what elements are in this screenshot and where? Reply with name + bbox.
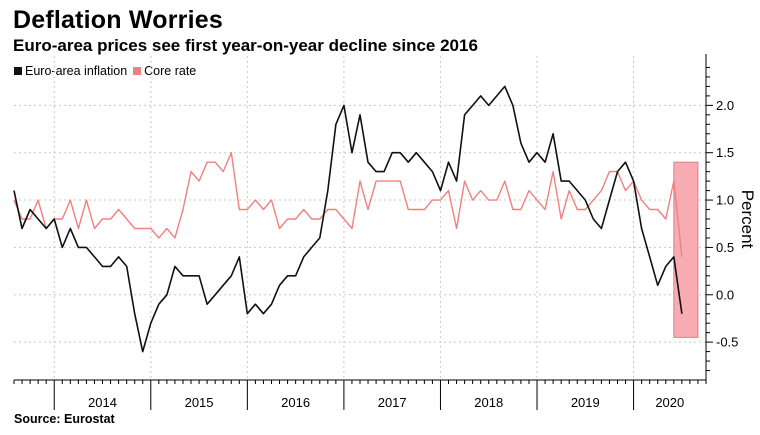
x-year-label: 2017 bbox=[378, 395, 407, 410]
y-tick-label: 0.0 bbox=[716, 287, 734, 302]
legend-swatch-core bbox=[133, 67, 142, 75]
legend-swatch-inflation bbox=[14, 67, 22, 75]
x-year-label: 2015 bbox=[185, 395, 214, 410]
legend: Euro-area inflation Core rate bbox=[14, 64, 202, 78]
series-line-inflation bbox=[13, 85, 683, 353]
chart-title: Deflation Worries bbox=[13, 6, 223, 34]
y-axis-ticks: -0.5 0.0 0.5 1.0 1.5 2.0 bbox=[706, 66, 738, 372]
legend-label-inflation: Euro-area inflation bbox=[25, 64, 128, 78]
x-year-label: 2018 bbox=[474, 395, 503, 410]
chart-subtitle: Euro-area prices see first year-on-year … bbox=[13, 36, 478, 55]
series-lines bbox=[13, 85, 683, 353]
y-axis-title: Percent bbox=[738, 190, 757, 249]
x-year-label: 2019 bbox=[571, 395, 600, 410]
y-tick-label: 1.5 bbox=[716, 145, 734, 160]
legend-label-core: Core rate bbox=[144, 64, 197, 78]
gridlines bbox=[14, 56, 706, 380]
x-year-label: 2014 bbox=[88, 395, 117, 410]
axes bbox=[14, 54, 707, 381]
y-tick-label: 0.5 bbox=[716, 240, 734, 255]
legend-item-core[interactable]: Core rate bbox=[133, 64, 196, 78]
highlight-region bbox=[673, 161, 699, 338]
y-tick-label: 2.0 bbox=[716, 98, 734, 113]
y-tick-label: -0.5 bbox=[716, 335, 738, 350]
y-tick-label: 1.0 bbox=[716, 193, 734, 208]
series-line-core bbox=[13, 151, 683, 257]
x-year-label: 2020 bbox=[655, 395, 684, 410]
source-note: Source: Eurostat bbox=[14, 412, 115, 426]
highlight-box bbox=[673, 161, 699, 338]
x-year-label: 2016 bbox=[281, 395, 310, 410]
legend-item-inflation[interactable]: Euro-area inflation bbox=[14, 64, 127, 78]
x-axis-ticks: 2014 2015 2016 2017 2018 2019 2020 bbox=[13, 380, 707, 410]
